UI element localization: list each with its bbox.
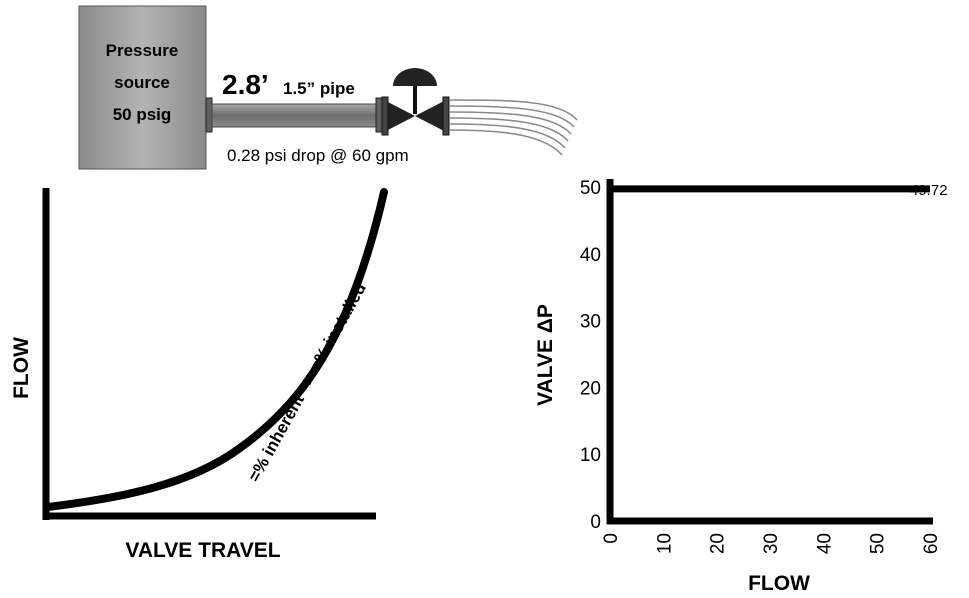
x-tick-label: 0 <box>601 533 622 544</box>
y-tick-label: 0 <box>590 512 601 533</box>
y-tick-label: 10 <box>580 445 601 466</box>
end-value-label: 49.72 <box>910 182 948 199</box>
x-tick-label: 40 <box>814 533 835 554</box>
pipe-flange-right <box>375 97 383 133</box>
x-tick-label: 10 <box>654 533 675 554</box>
x-tick-label: 20 <box>708 533 729 554</box>
pipe-body <box>211 103 377 128</box>
pipe-size: 1.5” pipe <box>283 79 355 98</box>
x-tick-label: 60 <box>921 533 942 554</box>
left-xlabel: VALVE TRAVEL <box>125 539 280 562</box>
tick-labels: 0 10 20 30 40 50 0 10 20 30 40 50 60 <box>580 178 942 554</box>
pipe <box>205 97 383 133</box>
left-ylabel: FLOW <box>10 337 33 399</box>
pipe-flange-left <box>205 97 213 133</box>
flow-vs-travel-plot: FLOW VALVE TRAVEL =% inherent –> =% inst… <box>10 188 388 562</box>
x-tick-label: 30 <box>761 533 782 554</box>
pressure-drop-label: 0.28 psi drop @ 60 gpm <box>227 146 409 165</box>
y-tick-label: 30 <box>580 312 601 333</box>
source-line-2: source <box>114 73 170 92</box>
control-valve-icon <box>381 68 450 136</box>
equal-percentage-curve <box>44 188 388 511</box>
discharge-flow-lines <box>448 99 578 156</box>
right-ylabel: VALVE ΔP <box>534 304 557 406</box>
y-tick-label: 40 <box>580 245 601 266</box>
source-line-1: Pressure <box>106 41 179 60</box>
pipe-length: 2.8’ <box>222 69 269 100</box>
y-tick-label: 20 <box>580 378 601 399</box>
curve-label: =% inherent –> =% installed <box>244 280 369 485</box>
valve-dp-vs-flow-chart: 0 10 20 30 40 50 0 10 20 30 40 50 60 49.72 FLOW VALV… <box>534 178 948 595</box>
x-tick-label: 50 <box>868 533 889 554</box>
y-tick-label: 50 <box>580 178 601 199</box>
source-line-3: 50 psig <box>113 105 172 124</box>
pressure-source-box: Pressure source 50 psig <box>78 5 207 170</box>
right-xlabel: FLOW <box>748 572 810 595</box>
